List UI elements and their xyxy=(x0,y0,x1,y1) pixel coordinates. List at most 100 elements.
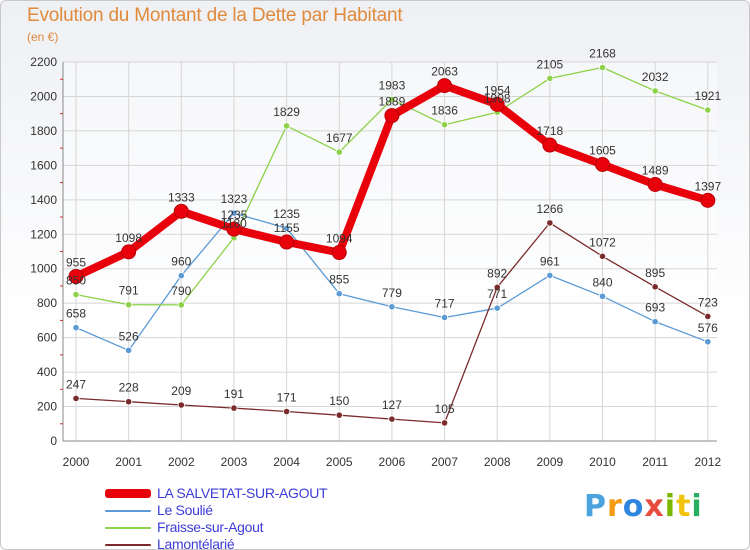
data-point xyxy=(177,401,185,409)
brand-letter: i xyxy=(691,489,703,524)
data-label: 892 xyxy=(487,266,507,280)
data-point xyxy=(651,87,659,95)
data-point xyxy=(335,411,343,419)
legend-label: Lamontélarié xyxy=(157,536,235,550)
data-point xyxy=(598,63,607,72)
x-tick-label: 2002 xyxy=(168,455,195,469)
data-label: 171 xyxy=(277,391,297,405)
data-label: 1718 xyxy=(536,124,563,138)
data-label: 771 xyxy=(487,287,507,301)
legend-label: Le Soulié xyxy=(157,502,213,518)
data-point xyxy=(440,419,449,427)
data-point xyxy=(384,108,400,124)
data-label: 1908 xyxy=(484,91,511,105)
data-label: 127 xyxy=(382,398,402,412)
data-label: 247 xyxy=(66,377,86,391)
data-point xyxy=(125,398,133,406)
data-point xyxy=(125,301,133,309)
data-label: 228 xyxy=(119,381,139,395)
data-label: 1094 xyxy=(326,232,353,246)
chart-subtitle: (en €) xyxy=(27,30,59,44)
data-point xyxy=(542,137,558,153)
data-point xyxy=(230,209,238,217)
data-label: 693 xyxy=(645,301,665,315)
legend: LA SALVETAT-SUR-AGOUT Le Soulié Fraisse-su… xyxy=(105,485,328,550)
x-tick-label: 2007 xyxy=(431,455,458,469)
y-tick-label: 200 xyxy=(37,400,57,414)
data-label: 840 xyxy=(592,275,612,289)
data-point xyxy=(335,290,343,298)
data-label: 191 xyxy=(224,387,244,401)
data-point xyxy=(546,271,554,280)
data-label: 1605 xyxy=(589,144,616,158)
data-point xyxy=(437,78,453,94)
data-point xyxy=(700,192,716,208)
data-point xyxy=(388,95,396,103)
data-point xyxy=(226,221,242,237)
data-label: 791 xyxy=(119,284,139,298)
data-label: 1155 xyxy=(274,221,300,235)
data-point xyxy=(68,268,84,284)
x-tick-label: 2000 xyxy=(63,455,90,469)
legend-item: Fraisse-sur-Agout xyxy=(105,519,327,536)
data-point xyxy=(282,407,291,416)
data-label: 1098 xyxy=(115,231,142,245)
data-label: 1921 xyxy=(694,89,721,103)
y-tick-label: 0 xyxy=(50,434,57,448)
data-point xyxy=(489,96,505,112)
data-point xyxy=(704,106,712,114)
data-label: 1836 xyxy=(431,104,458,118)
y-tick-label: 600 xyxy=(37,331,57,345)
y-tick-label: 1200 xyxy=(30,227,57,241)
data-point xyxy=(598,252,607,260)
data-label: 2032 xyxy=(642,70,669,84)
data-point xyxy=(651,318,659,326)
y-tick-label: 1000 xyxy=(30,262,57,276)
data-point xyxy=(651,283,659,291)
data-label: 723 xyxy=(698,295,718,309)
data-label: 1677 xyxy=(326,131,353,145)
data-label: 895 xyxy=(645,266,665,280)
brand-letter: i xyxy=(664,489,677,524)
data-label: 1235 xyxy=(273,207,300,221)
data-label: 790 xyxy=(171,284,191,298)
data-point xyxy=(335,148,343,156)
data-label: 1333 xyxy=(168,190,195,204)
x-tick-label: 2008 xyxy=(484,455,511,469)
data-label: 1266 xyxy=(536,202,563,216)
data-point xyxy=(388,415,396,423)
data-label: 961 xyxy=(540,254,560,268)
y-tick-label: 1600 xyxy=(30,158,57,172)
data-point xyxy=(331,245,347,261)
data-label: 209 xyxy=(171,384,191,398)
data-point xyxy=(704,312,712,321)
y-tick-label: 1800 xyxy=(30,124,57,138)
legend-swatch xyxy=(105,526,151,529)
data-point xyxy=(598,292,607,300)
data-label: 1983 xyxy=(379,78,406,92)
data-point xyxy=(595,157,610,173)
data-point xyxy=(493,283,501,291)
x-tick-label: 2010 xyxy=(589,455,616,469)
legend-item: Lamontélarié xyxy=(105,536,327,550)
data-label: 717 xyxy=(435,296,455,310)
brand-letter: x xyxy=(644,489,665,524)
x-tick-label: 2009 xyxy=(536,455,563,469)
y-tick-label: 1400 xyxy=(30,193,57,207)
brand-letter: t xyxy=(676,489,692,524)
data-point xyxy=(704,338,712,346)
data-point xyxy=(546,219,554,227)
data-point xyxy=(546,74,554,82)
data-point xyxy=(440,121,449,129)
data-label: 105 xyxy=(435,402,455,416)
data-point xyxy=(282,224,291,232)
legend-item: Le Soulié xyxy=(105,502,327,519)
data-point xyxy=(177,272,185,280)
data-label: 2063 xyxy=(431,65,458,79)
data-point xyxy=(173,203,189,219)
data-label: 1889 xyxy=(379,95,406,109)
brand-letter: P xyxy=(584,489,607,524)
data-label: 779 xyxy=(382,286,402,300)
